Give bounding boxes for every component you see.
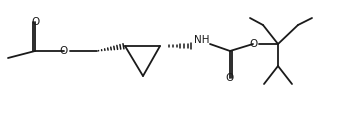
Text: O: O [60, 46, 68, 56]
Text: NH: NH [194, 35, 210, 45]
Text: O: O [31, 17, 39, 27]
Text: O: O [226, 73, 234, 83]
Text: O: O [249, 39, 257, 49]
